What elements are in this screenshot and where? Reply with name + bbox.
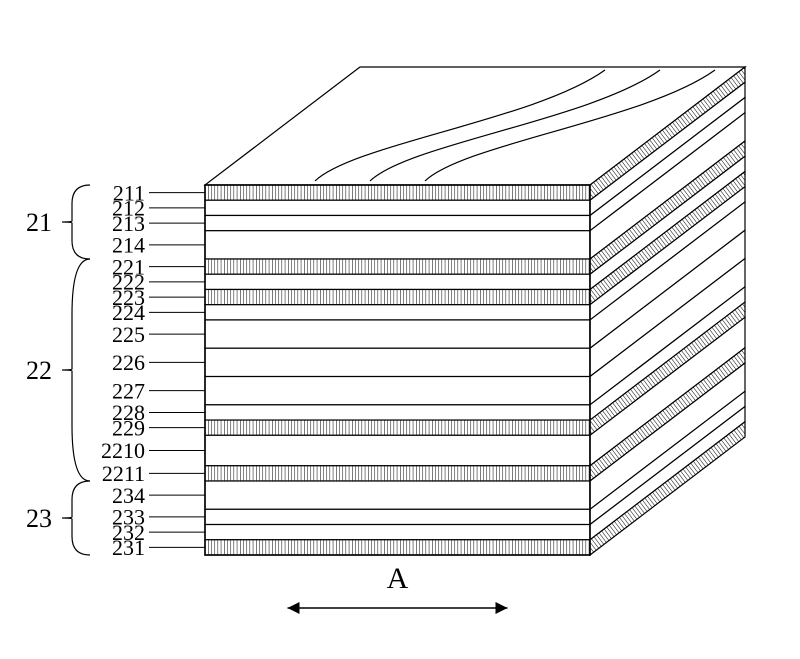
layer-front-234 bbox=[205, 481, 590, 509]
layer-front-225 bbox=[205, 320, 590, 348]
group-label: 23 bbox=[26, 504, 52, 533]
group-brace bbox=[62, 185, 90, 259]
layer-front-2210 bbox=[205, 435, 590, 465]
layer-front-212 bbox=[205, 200, 590, 215]
layer-front-214 bbox=[205, 231, 590, 259]
layer-front-233 bbox=[205, 509, 590, 524]
group-brace bbox=[62, 259, 90, 481]
group-label: 21 bbox=[26, 208, 52, 237]
layer-front-223 bbox=[205, 289, 590, 304]
bottom-label: A bbox=[387, 562, 409, 595]
layer-label: 229 bbox=[112, 415, 145, 440]
layer-front-232 bbox=[205, 525, 590, 540]
layer-front-231 bbox=[205, 540, 590, 555]
group-label: 22 bbox=[26, 356, 52, 385]
layer-front-224 bbox=[205, 305, 590, 320]
layer-label: 226 bbox=[112, 350, 145, 375]
layer-front-228 bbox=[205, 405, 590, 420]
layer-front-229 bbox=[205, 420, 590, 435]
layer-front-213 bbox=[205, 215, 590, 230]
layer-front-222 bbox=[205, 274, 590, 289]
arrowhead bbox=[496, 602, 508, 614]
layer-label: 225 bbox=[112, 322, 145, 347]
layer-front-227 bbox=[205, 377, 590, 405]
layer-label: 2210 bbox=[101, 438, 145, 463]
group-brace bbox=[62, 481, 90, 555]
arrowhead bbox=[288, 602, 300, 614]
layer-front-211 bbox=[205, 185, 590, 200]
layer-front-2211 bbox=[205, 466, 590, 481]
layer-front-226 bbox=[205, 348, 590, 376]
layer-front-221 bbox=[205, 259, 590, 274]
layer-label: 231 bbox=[112, 535, 145, 560]
